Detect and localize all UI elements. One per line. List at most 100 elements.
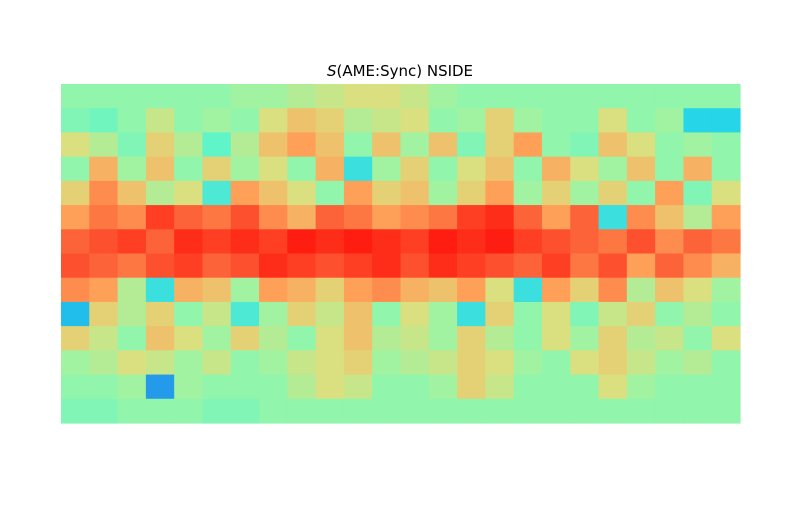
heatmap-cell: [372, 156, 402, 182]
heatmap-cell: [626, 132, 656, 158]
heatmap-cell: [428, 253, 458, 279]
heatmap-cell: [343, 398, 373, 424]
heatmap-cell: [598, 205, 628, 230]
heatmap-cell: [315, 350, 345, 376]
heatmap-cell: [61, 108, 90, 134]
heatmap-cell: [372, 301, 402, 327]
heatmap-cell: [485, 374, 515, 400]
heatmap-cell: [428, 180, 458, 206]
heatmap-cell: [626, 326, 656, 351]
heatmap-cell: [598, 84, 628, 109]
heatmap-cell: [202, 180, 232, 206]
heatmap-cell: [400, 326, 430, 351]
heatmap-cell: [202, 156, 232, 182]
heatmap-cell: [711, 350, 741, 376]
heatmap-cell: [89, 156, 119, 182]
heatmap-cell: [711, 205, 741, 230]
heatmap-cell: [541, 229, 571, 255]
heatmap-cell: [230, 301, 260, 327]
heatmap-cell: [655, 180, 685, 206]
heatmap-cell: [711, 132, 741, 158]
heatmap-cell: [655, 156, 685, 182]
heatmap-cell: [655, 132, 685, 158]
heatmap-cell: [626, 205, 656, 230]
heatmap-cell: [513, 108, 543, 134]
heatmap-cell: [626, 84, 656, 109]
heatmap-cell: [598, 277, 628, 303]
heatmap-cell: [202, 350, 232, 376]
heatmap-cell: [457, 229, 486, 255]
heatmap-cell: [655, 350, 685, 376]
heatmap-cell: [372, 132, 402, 158]
heatmap-cell: [626, 398, 656, 424]
heatmap-cell: [202, 229, 232, 255]
heatmap-cell: [626, 180, 656, 206]
heatmap-cell: [117, 229, 147, 255]
heatmap-cell: [655, 229, 685, 255]
heatmap-cell: [230, 398, 260, 424]
heatmap-cell: [598, 398, 628, 424]
heatmap-cell: [570, 156, 600, 182]
heatmap-cell: [202, 398, 232, 424]
sky-map-heatmap: [61, 84, 741, 424]
heatmap-cell: [145, 398, 175, 424]
heatmap-cell: [343, 205, 373, 230]
heatmap-cell: [570, 108, 600, 134]
heatmap-cell: [711, 326, 741, 351]
heatmap-cell: [598, 374, 628, 400]
heatmap-cell: [202, 301, 232, 327]
heatmap-cell: [259, 156, 288, 182]
heatmap-cell: [428, 84, 458, 109]
heatmap-cell: [400, 374, 430, 400]
heatmap-cell: [315, 277, 345, 303]
heatmap-cell: [145, 350, 175, 376]
heatmap-cell: [570, 326, 600, 351]
heatmap-cell: [683, 374, 713, 400]
heatmap-cell: [400, 84, 430, 109]
heatmap-cell: [457, 84, 486, 109]
heatmap-cell: [202, 84, 232, 109]
heatmap-cell: [372, 326, 402, 351]
heatmap-cell: [61, 180, 90, 206]
heatmap-cell: [343, 326, 373, 351]
heatmap-cell: [457, 398, 486, 424]
heatmap-cell: [541, 156, 571, 182]
heatmap-cell: [89, 253, 119, 279]
heatmap-cell: [343, 350, 373, 376]
heatmap-cell: [372, 229, 402, 255]
heatmap-cell: [485, 229, 515, 255]
heatmap-cell: [315, 301, 345, 327]
heatmap-cell: [598, 108, 628, 134]
heatmap-cell: [145, 301, 175, 327]
heatmap-cell: [457, 205, 486, 230]
heatmap-cell: [230, 326, 260, 351]
heatmap-cell: [259, 132, 288, 158]
heatmap-cell: [315, 156, 345, 182]
heatmap-cell: [598, 132, 628, 158]
chart-title-variable: S: [327, 62, 337, 80]
heatmap-cell: [485, 180, 515, 206]
heatmap-cell: [683, 350, 713, 376]
heatmap-cell: [174, 108, 204, 134]
heatmap-cell: [230, 84, 260, 109]
heatmap-cell: [513, 301, 543, 327]
heatmap-cell: [711, 301, 741, 327]
heatmap-cell: [428, 108, 458, 134]
heatmap-cell: [400, 229, 430, 255]
heatmap-cell: [202, 277, 232, 303]
heatmap-cell: [230, 108, 260, 134]
heatmap-cell: [372, 84, 402, 109]
heatmap-cell: [626, 277, 656, 303]
heatmap-cell: [655, 374, 685, 400]
heatmap-cell: [598, 229, 628, 255]
heatmap-cell: [174, 326, 204, 351]
heatmap-cell: [541, 253, 571, 279]
heatmap-cell: [259, 205, 288, 230]
heatmap-cell: [230, 180, 260, 206]
heatmap-cell: [400, 301, 430, 327]
heatmap-cell: [343, 253, 373, 279]
heatmap-cell: [541, 398, 571, 424]
heatmap-cell: [117, 108, 147, 134]
heatmap-cell: [711, 398, 741, 424]
